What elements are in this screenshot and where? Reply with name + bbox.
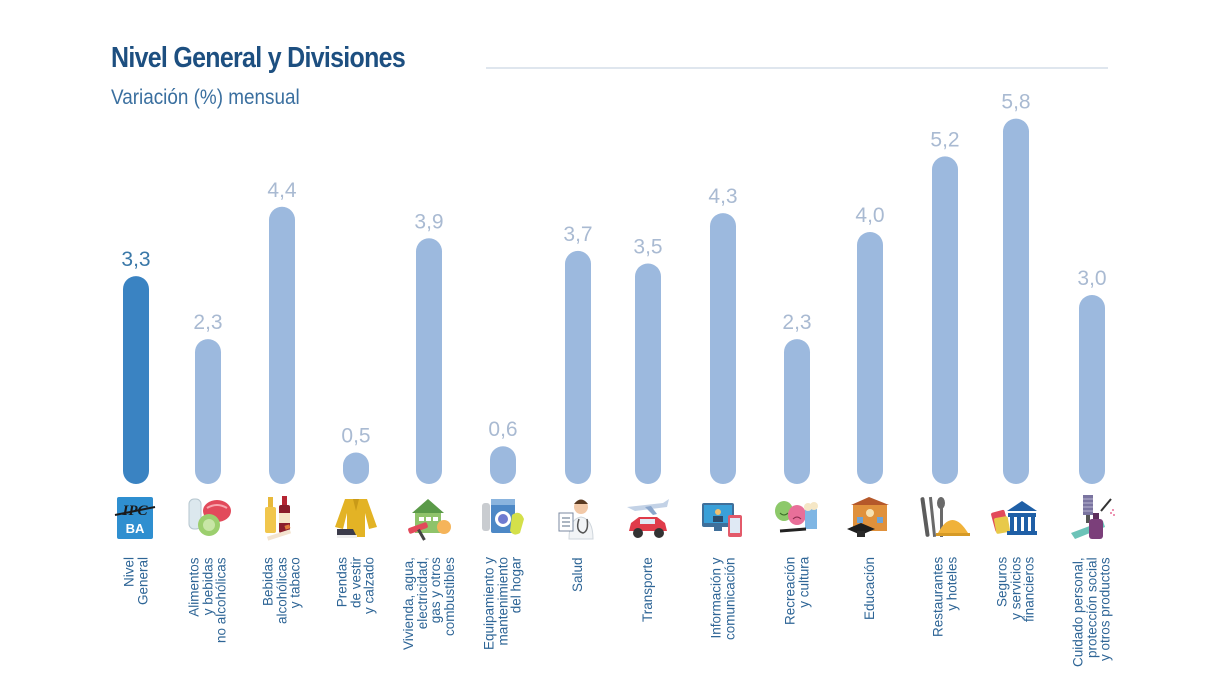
value-label-4: 3,9 xyxy=(414,210,443,233)
value-label-7: 3,5 xyxy=(633,236,662,259)
value-label-3: 0,5 xyxy=(341,425,370,448)
bar-0 xyxy=(123,276,149,484)
house-paint-roller-bulb-icon xyxy=(404,493,454,543)
value-label-11: 5,2 xyxy=(930,128,959,151)
food-milk-meat-lettuce-icon xyxy=(183,493,233,543)
jacket-sneaker-icon xyxy=(331,493,381,543)
bottles-cigarette-icon xyxy=(257,493,307,543)
category-label-0: Nivel General xyxy=(121,556,151,605)
category-label-8: Información y comunicación xyxy=(708,557,738,640)
category-label-3: Prendas de vestir y calzado xyxy=(334,556,377,614)
bar-7 xyxy=(635,263,661,484)
bar-2 xyxy=(269,206,295,485)
category-label-6: Salud xyxy=(570,557,585,592)
value-label-12: 5,8 xyxy=(1001,91,1030,114)
value-label-6: 3,7 xyxy=(563,223,592,246)
category-label-4: Vivienda, agua, electricidad, gas y otro… xyxy=(401,557,457,650)
bar-6 xyxy=(565,250,591,484)
category-label-2: Bebidas alcohólicas y tabaco xyxy=(260,557,303,624)
category-label-10: Educación xyxy=(862,556,877,620)
school-graduation-cap-icon xyxy=(845,493,895,543)
chart-title: Nivel General y Divisiones xyxy=(111,42,406,74)
title-divider xyxy=(486,67,1108,69)
computer-phone-icon xyxy=(698,493,748,543)
bar-9 xyxy=(784,339,810,484)
svg-text:BA: BA xyxy=(126,521,145,536)
category-label-7: Transporte xyxy=(640,557,655,622)
value-label-13: 3,0 xyxy=(1077,267,1106,290)
bar-13 xyxy=(1079,295,1105,484)
ipc-ba-logo-icon: IPCBA xyxy=(111,493,161,543)
bar-5 xyxy=(490,446,516,484)
theater-masks-popcorn-icon xyxy=(772,493,822,543)
bar-10 xyxy=(857,232,883,484)
bar-3 xyxy=(343,452,369,484)
category-label-11: Restaurantes y hoteles xyxy=(930,556,960,637)
bar-12 xyxy=(1003,118,1029,484)
hairbrush-spray-icon xyxy=(1067,493,1117,543)
category-label-1: Alimentos y bebidas no alcohólicas xyxy=(186,557,229,643)
bar-1 xyxy=(195,339,221,484)
category-label-9: Recreación y cultura xyxy=(782,556,812,625)
cutlery-cloche-icon xyxy=(920,493,970,543)
value-label-5: 0,6 xyxy=(488,418,517,441)
value-label-10: 4,0 xyxy=(855,204,884,227)
bank-cards-icon xyxy=(991,493,1041,543)
chart-subtitle: Variación (%) mensual xyxy=(111,86,300,109)
value-label-1: 2,3 xyxy=(193,311,222,334)
bar-8 xyxy=(710,213,736,484)
bar-11 xyxy=(932,156,958,484)
value-label-2: 4,4 xyxy=(267,179,297,202)
category-label-5: Equipamiento y mantenimiento del hogar xyxy=(481,556,524,650)
value-label-9: 2,3 xyxy=(782,311,811,334)
category-label-12: Seguros y servicios financieros xyxy=(994,556,1037,622)
value-label-0: 3,3 xyxy=(121,248,150,271)
airplane-car-icon xyxy=(623,493,673,543)
category-label-13: Cuidado personal, protección social y ot… xyxy=(1070,557,1113,667)
washing-machine-radiator-icon xyxy=(478,493,528,543)
doctor-clipboard-icon xyxy=(553,493,603,543)
value-label-8: 4,3 xyxy=(708,185,737,208)
bar-4 xyxy=(416,238,442,484)
